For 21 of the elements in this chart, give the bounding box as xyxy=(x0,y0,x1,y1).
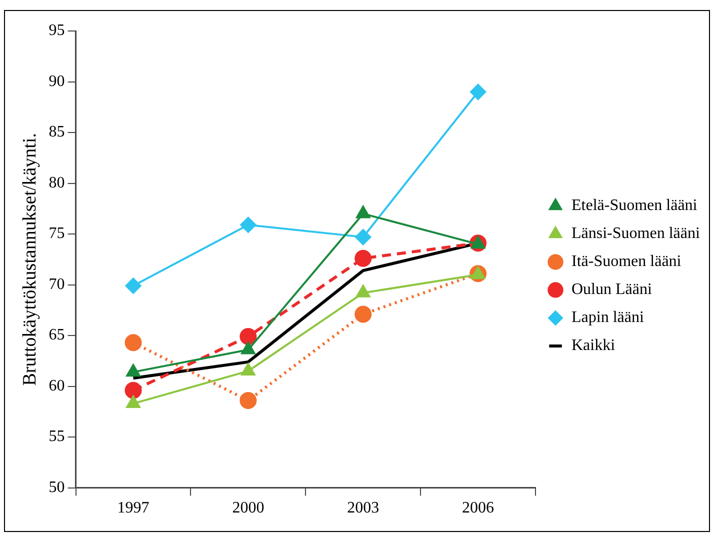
y-tick-label: 75 xyxy=(48,225,65,242)
legend-label: Etelä-Suomen lääni xyxy=(572,197,698,214)
x-tick-label: 2006 xyxy=(462,500,494,517)
y-tick-label: 70 xyxy=(48,276,65,293)
y-axis-title: Bruttokäyttökustannukset/käynti. xyxy=(19,133,40,386)
y-tick-label: 50 xyxy=(48,479,65,496)
legend-label: Länsi-Suomen lääni xyxy=(572,225,700,242)
y-tick-label: 90 xyxy=(48,72,65,90)
y-tick-label: 95 xyxy=(48,22,65,40)
legend-label: Kaikki xyxy=(572,337,616,354)
y-tick-label: 65 xyxy=(48,326,65,344)
legend-label: Lapin lääni xyxy=(572,309,644,326)
y-tick-label: 85 xyxy=(48,124,65,141)
x-tick-label: 1997 xyxy=(117,500,150,517)
y-tick-label: 55 xyxy=(48,428,65,446)
legend-label: Itä-Suomen lääni xyxy=(572,253,682,270)
x-tick-label: 2000 xyxy=(232,500,264,517)
x-tick-label: 2003 xyxy=(347,500,380,517)
y-tick-label: 60 xyxy=(48,377,65,394)
y-tick-label: 80 xyxy=(48,174,65,192)
legend-label: Oulun Lääni xyxy=(572,281,652,298)
